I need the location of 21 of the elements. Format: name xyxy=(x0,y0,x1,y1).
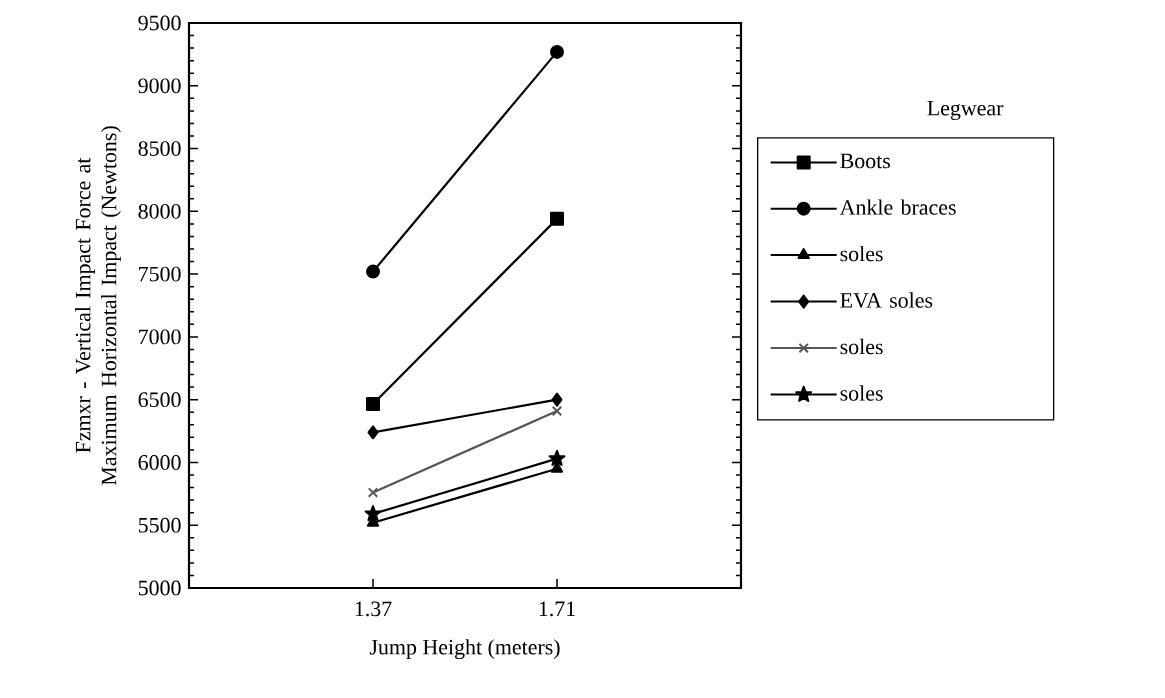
y-tick-label: 9500 xyxy=(138,15,181,31)
legend-label: EVA soles xyxy=(840,292,933,308)
x-axis-title: Jump Height (meters) xyxy=(369,639,560,660)
y-tick-label: 8000 xyxy=(138,203,181,219)
y-axis-title: Fzmxr - Vertical Impact Force at Maximum Horizontal Impact (Newtons) xyxy=(75,126,121,486)
y-tick-label: 7000 xyxy=(139,329,181,345)
legend-title: Legwear xyxy=(927,100,1004,121)
y-tick-label: 5000 xyxy=(138,580,181,596)
x-tick-label: 1.37 xyxy=(355,601,392,617)
y-tick-label: 6000 xyxy=(138,455,181,470)
legend-label: Ankle braces xyxy=(839,199,956,215)
legend-label: soles xyxy=(840,385,883,401)
y-tick-label: 5500 xyxy=(138,517,181,533)
legend-label: soles xyxy=(840,245,883,262)
y-tick-label: 7500 xyxy=(139,266,181,282)
y-tick-label: 9000 xyxy=(138,78,181,94)
legend-label: soles xyxy=(840,338,883,355)
legend-label: Boots xyxy=(840,153,891,169)
y-tick-label: 6500 xyxy=(138,392,181,408)
y-tick-label: 8500 xyxy=(138,141,181,156)
x-tick-label: 1.71 xyxy=(539,601,575,617)
